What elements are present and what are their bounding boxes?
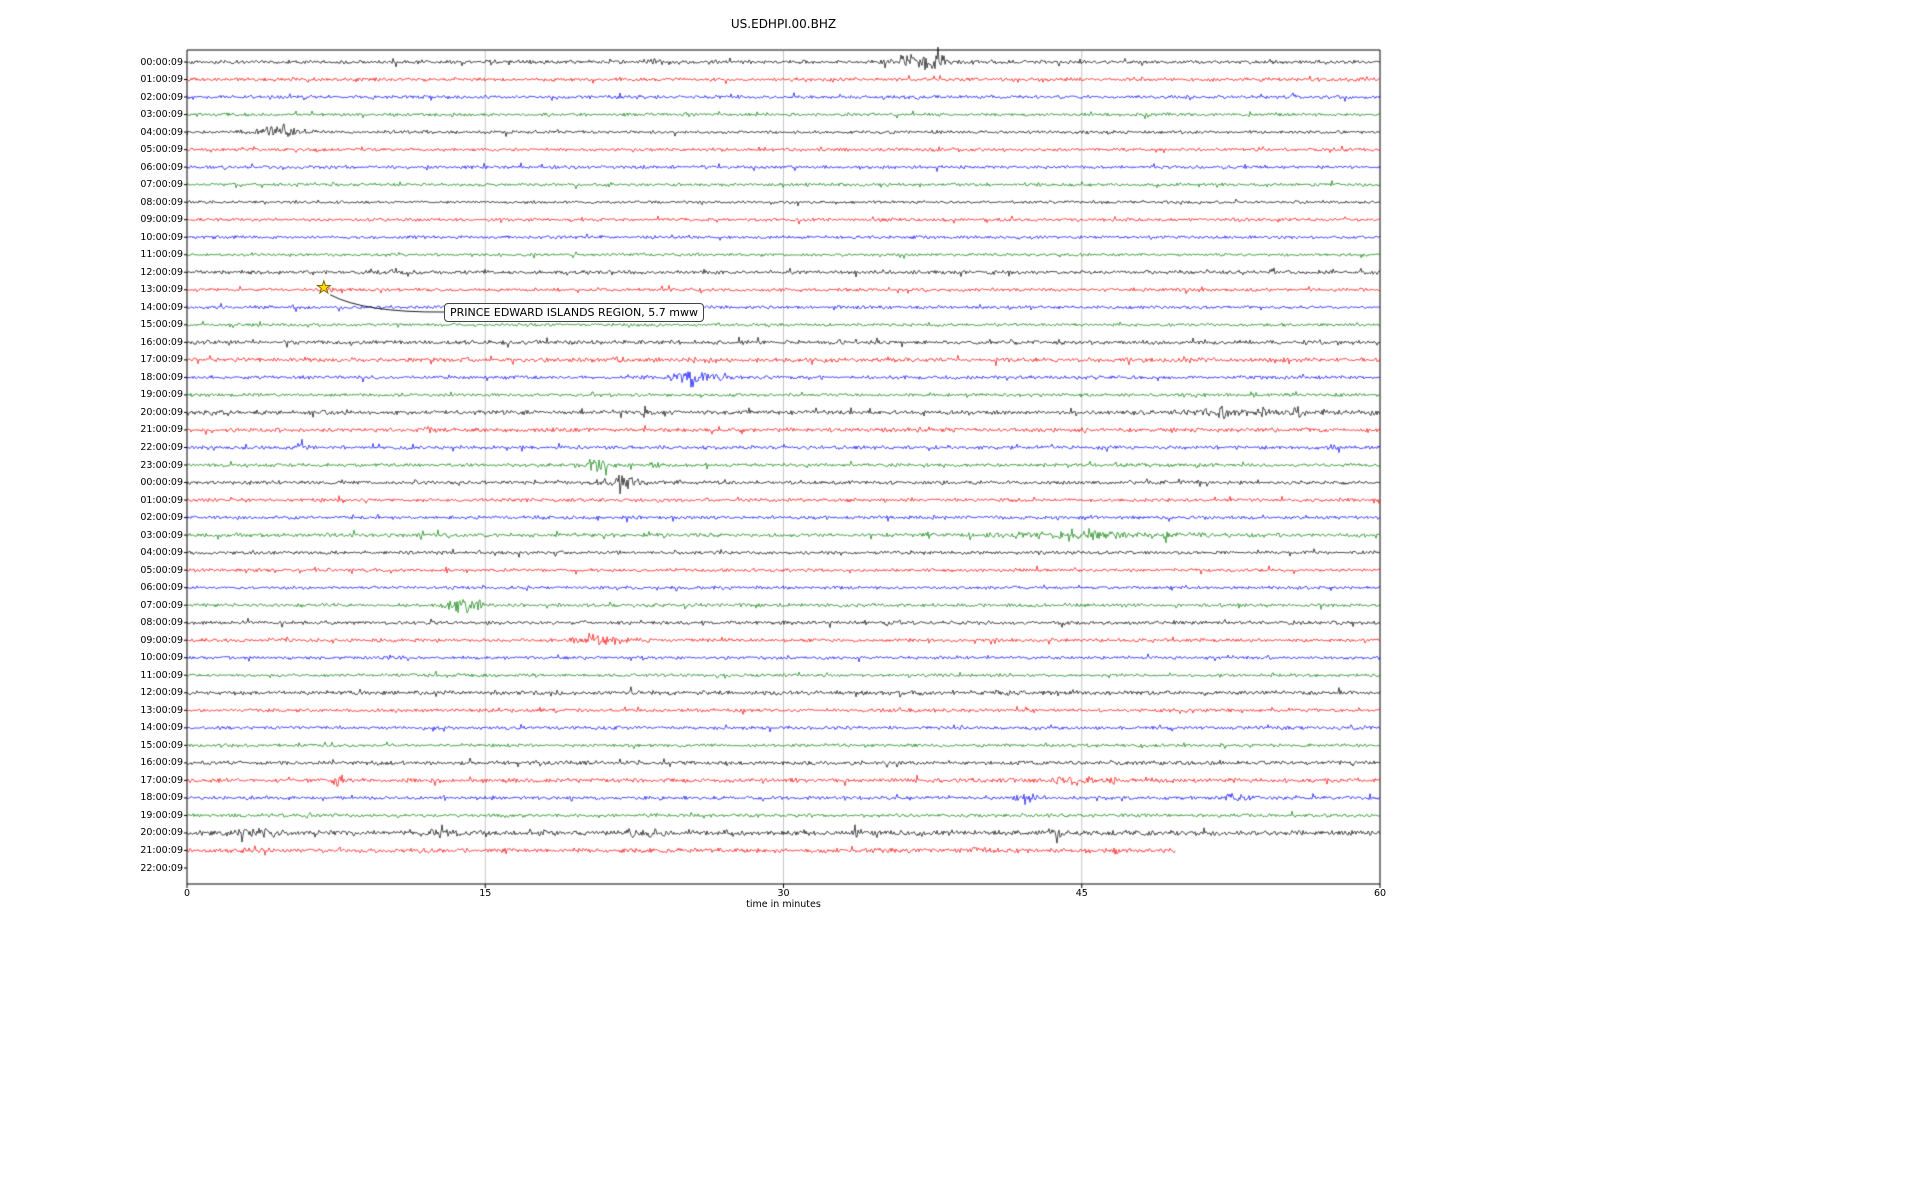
row-label: 08:00:09 xyxy=(140,617,183,629)
x-tick-label: 15 xyxy=(479,888,492,899)
row-label: 16:00:09 xyxy=(140,757,183,769)
row-label: 00:00:09 xyxy=(140,56,183,68)
row-label: 02:00:09 xyxy=(140,91,183,103)
row-label: 13:00:09 xyxy=(140,704,183,716)
row-label: 07:00:09 xyxy=(140,179,183,191)
row-label: 09:00:09 xyxy=(140,634,183,646)
row-label: 17:00:09 xyxy=(140,774,183,786)
row-label: 12:00:09 xyxy=(140,266,183,278)
row-label: 13:00:09 xyxy=(140,284,183,296)
row-label: 01:00:09 xyxy=(140,494,183,506)
row-label: 09:00:09 xyxy=(140,214,183,226)
event-annotation: PRINCE EDWARD ISLANDS REGION, 5.7 mww xyxy=(444,303,704,322)
row-label: 12:00:09 xyxy=(140,687,183,699)
row-label: 01:00:09 xyxy=(140,74,183,86)
row-label: 21:00:09 xyxy=(140,844,183,856)
row-label: 20:00:09 xyxy=(140,827,183,839)
row-label: 22:00:09 xyxy=(140,441,183,453)
row-label: 23:00:09 xyxy=(140,459,183,471)
x-axis-label: time in minutes xyxy=(746,899,821,910)
row-label: 07:00:09 xyxy=(140,599,183,611)
row-label: 16:00:09 xyxy=(140,336,183,348)
x-tick-label: 30 xyxy=(777,888,790,899)
row-label: 05:00:09 xyxy=(140,144,183,156)
row-label: 10:00:09 xyxy=(140,652,183,664)
row-label: 22:00:09 xyxy=(140,862,183,874)
row-label: 15:00:09 xyxy=(140,319,183,331)
row-label: 18:00:09 xyxy=(140,792,183,804)
row-label: 17:00:09 xyxy=(140,354,183,366)
x-tick-label: 60 xyxy=(1373,888,1387,899)
row-label: 05:00:09 xyxy=(140,564,183,576)
x-tick-label: 0 xyxy=(183,888,191,899)
row-label: 06:00:09 xyxy=(140,582,183,594)
row-label: 10:00:09 xyxy=(140,231,183,243)
row-label: 00:00:09 xyxy=(140,477,183,489)
row-label: 03:00:09 xyxy=(140,109,183,121)
row-label: 14:00:09 xyxy=(140,722,183,734)
x-tick-label: 45 xyxy=(1075,888,1088,899)
row-label: 11:00:09 xyxy=(140,669,183,681)
row-label: 15:00:09 xyxy=(140,739,183,751)
row-label: 02:00:09 xyxy=(140,512,183,524)
row-label: 14:00:09 xyxy=(140,301,183,313)
row-label: 03:00:09 xyxy=(140,529,183,541)
row-label: 21:00:09 xyxy=(140,424,183,436)
row-label: 04:00:09 xyxy=(140,126,183,138)
row-label: 19:00:09 xyxy=(140,809,183,821)
row-label: 18:00:09 xyxy=(140,371,183,383)
event-star-icon: ★ xyxy=(316,277,332,298)
page-title: US.EDHPI.00.BHZ xyxy=(730,17,837,31)
row-label: 06:00:09 xyxy=(140,161,183,173)
row-label: 04:00:09 xyxy=(140,547,183,559)
row-label: 08:00:09 xyxy=(140,196,183,208)
row-label: 19:00:09 xyxy=(140,389,183,401)
row-label: 20:00:09 xyxy=(140,406,183,418)
row-label: 11:00:09 xyxy=(140,249,183,261)
